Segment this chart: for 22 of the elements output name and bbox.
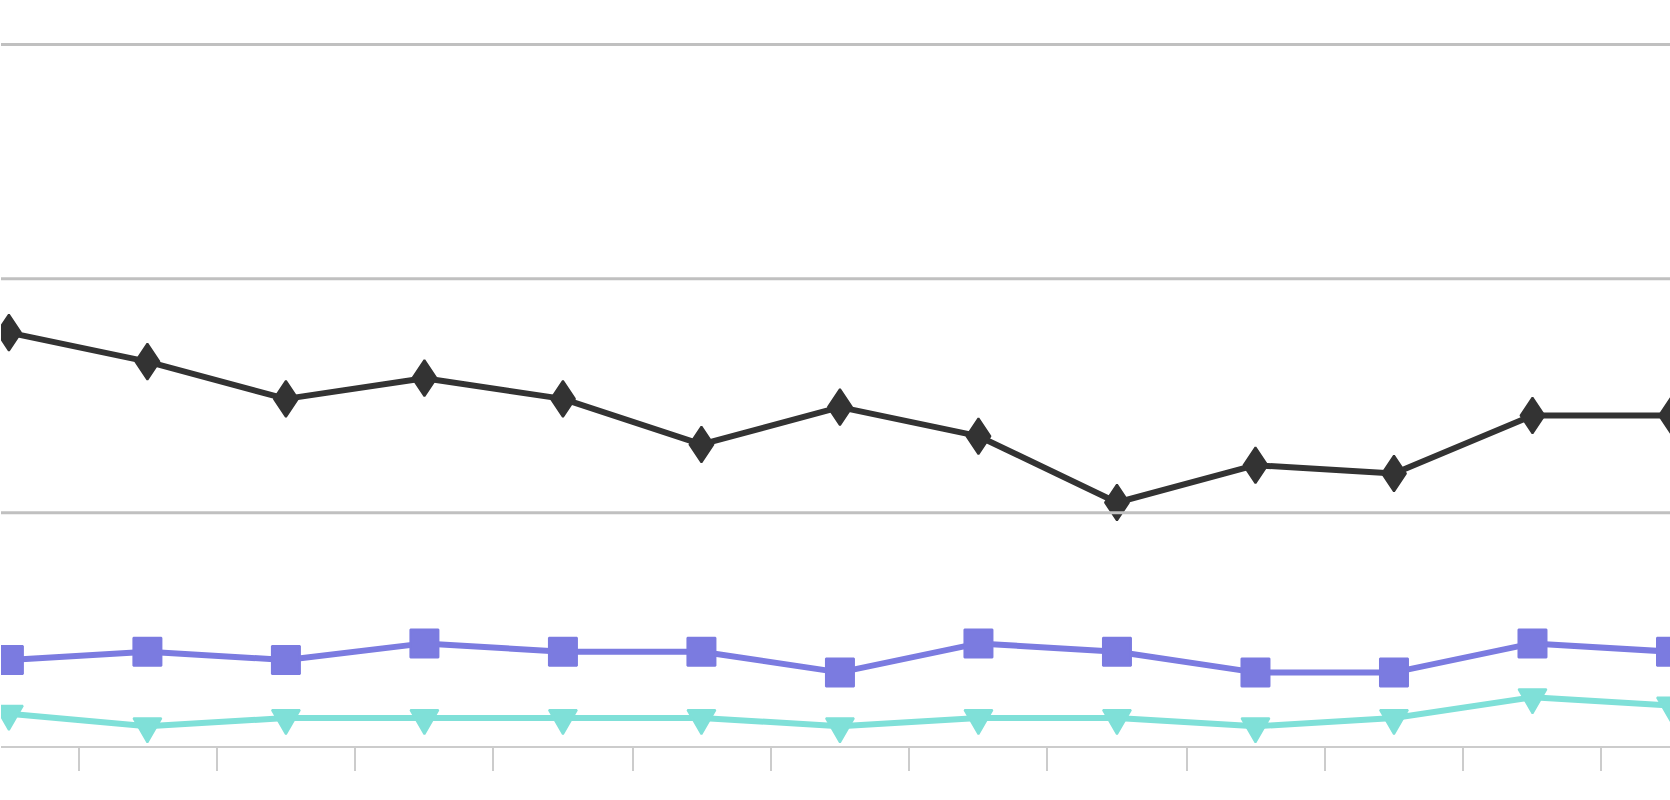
point	[963, 628, 994, 659]
point	[824, 657, 855, 688]
point	[1240, 657, 1271, 688]
point	[1240, 717, 1271, 744]
point	[1517, 628, 1548, 659]
point	[686, 708, 717, 736]
point	[963, 708, 994, 736]
point	[1101, 708, 1132, 736]
point	[1378, 657, 1409, 688]
point	[1378, 708, 1409, 736]
point	[824, 717, 855, 744]
point	[547, 708, 578, 736]
point	[270, 708, 301, 736]
point	[409, 628, 440, 659]
point	[1101, 636, 1132, 667]
point	[686, 636, 717, 667]
point	[132, 717, 163, 744]
point	[1517, 688, 1548, 715]
point	[409, 708, 440, 736]
point	[270, 644, 301, 675]
point	[547, 636, 578, 667]
point	[132, 636, 163, 667]
